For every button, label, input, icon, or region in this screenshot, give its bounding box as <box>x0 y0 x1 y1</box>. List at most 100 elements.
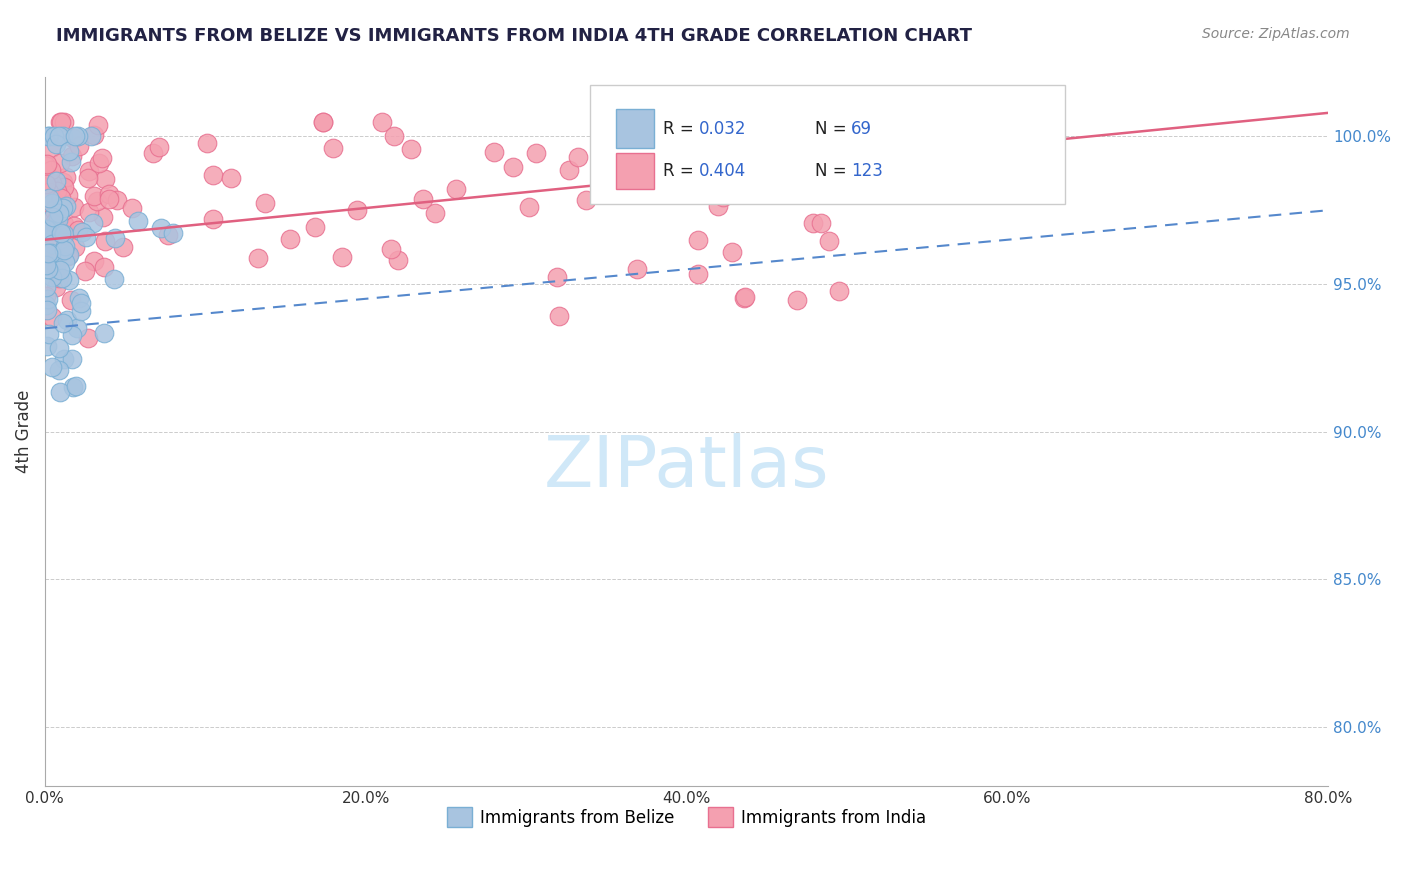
Point <box>558 163 581 178</box>
Point <box>67 138 90 153</box>
Text: R =: R = <box>664 162 699 180</box>
Point <box>51 244 73 259</box>
Point <box>94 235 117 249</box>
Point <box>46 213 69 227</box>
Point <box>38 129 60 144</box>
Point <box>65 240 87 254</box>
Point <box>817 234 839 248</box>
Point <box>62 380 84 394</box>
Point <box>482 145 505 159</box>
Bar <box>616 153 654 188</box>
Point <box>626 261 648 276</box>
Point <box>693 138 716 153</box>
Text: ZIPatlas: ZIPatlas <box>544 433 830 501</box>
Point <box>37 186 59 200</box>
Point <box>56 188 79 202</box>
Point <box>35 280 58 294</box>
Point <box>37 245 59 260</box>
Point <box>58 248 80 262</box>
Point <box>724 153 747 167</box>
Point <box>247 251 270 265</box>
Point <box>39 242 62 256</box>
Text: IMMIGRANTS FROM BELIZE VS IMMIGRANTS FROM INDIA 4TH GRADE CORRELATION CHART: IMMIGRANTS FROM BELIZE VS IMMIGRANTS FRO… <box>56 27 972 45</box>
Point <box>93 326 115 340</box>
Point <box>62 130 84 145</box>
Point <box>41 177 63 191</box>
Point <box>69 295 91 310</box>
Point <box>44 202 66 217</box>
Point <box>63 219 86 233</box>
Point <box>387 253 409 268</box>
Point <box>58 273 80 287</box>
Point <box>41 270 63 285</box>
Point <box>80 129 103 144</box>
Point <box>720 244 742 259</box>
Point <box>49 114 72 128</box>
Point <box>35 257 58 271</box>
Point <box>828 284 851 298</box>
Point <box>202 212 225 227</box>
Point <box>148 140 170 154</box>
Point <box>39 141 62 155</box>
Point <box>41 163 63 178</box>
Point <box>66 129 89 144</box>
Point <box>53 180 76 194</box>
Point <box>58 144 80 158</box>
Point <box>41 192 63 206</box>
Point <box>91 211 114 225</box>
Point <box>45 280 67 294</box>
Text: 123: 123 <box>851 162 883 180</box>
Point <box>70 304 93 318</box>
Point <box>574 193 596 207</box>
Point <box>49 262 72 277</box>
Point <box>162 226 184 240</box>
Point <box>52 227 75 241</box>
Point <box>733 291 755 305</box>
Point <box>77 164 100 178</box>
Point <box>35 159 58 173</box>
Point <box>41 260 63 274</box>
Point <box>66 222 89 236</box>
Point <box>546 270 568 285</box>
Point <box>219 170 242 185</box>
Point <box>330 250 353 264</box>
Point <box>37 293 59 307</box>
Point <box>83 254 105 268</box>
Point <box>93 260 115 274</box>
Point <box>83 189 105 203</box>
Point <box>41 310 63 325</box>
Point <box>142 145 165 160</box>
Point <box>37 247 59 261</box>
Point <box>60 155 83 169</box>
Text: N =: N = <box>815 120 852 138</box>
Point <box>97 186 120 201</box>
Point <box>801 216 824 230</box>
Point <box>87 156 110 170</box>
Point <box>51 190 73 204</box>
Point <box>56 313 79 327</box>
Point <box>55 198 77 212</box>
Point <box>66 321 89 335</box>
Point <box>666 175 689 189</box>
Point <box>60 328 83 343</box>
Point <box>195 136 218 150</box>
Point <box>37 129 59 144</box>
Point <box>41 245 63 260</box>
Point <box>77 171 100 186</box>
Point <box>49 114 72 128</box>
Point <box>423 206 446 220</box>
Point <box>48 270 70 285</box>
Point <box>35 174 58 188</box>
Point <box>734 290 756 304</box>
Point <box>94 172 117 186</box>
Point <box>83 128 105 143</box>
Point <box>41 359 63 374</box>
Point <box>35 302 58 317</box>
Point <box>46 184 69 198</box>
Point <box>37 339 59 353</box>
Point <box>59 293 82 308</box>
Point <box>371 114 394 128</box>
Point <box>67 291 90 305</box>
Point <box>35 178 58 192</box>
Point <box>52 201 75 215</box>
